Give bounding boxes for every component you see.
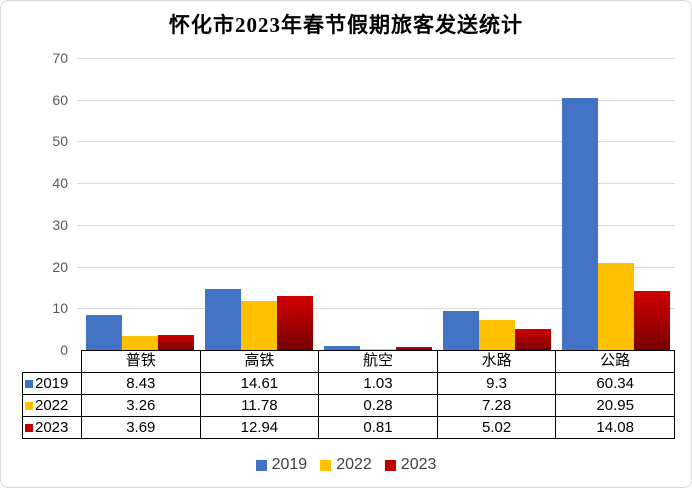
value-cell: 14.08 xyxy=(555,416,675,439)
value-cell: 3.26 xyxy=(81,394,201,417)
value-cell: 0.81 xyxy=(318,416,438,439)
legend-item-2022: 2022 xyxy=(320,456,372,474)
value-cell: 1.03 xyxy=(318,372,438,395)
legend-label: 2019 xyxy=(271,456,308,473)
value-cell: 12.94 xyxy=(199,416,320,439)
bar-2023-category-4 xyxy=(514,329,551,350)
table-row-2023: 2023 3.69 12.94 0.81 5.02 14.08 xyxy=(22,416,675,439)
chart-title: 怀化市2023年春节假期旅客发送统计 xyxy=(169,13,523,37)
bar-2019-category-1 xyxy=(86,314,123,350)
value-cell: 5.02 xyxy=(436,416,557,439)
value-cell: 8.43 xyxy=(81,372,201,395)
gridline xyxy=(77,141,675,142)
series-swatch-icon xyxy=(25,424,33,432)
gridline xyxy=(77,58,675,59)
legend-swatch-icon xyxy=(384,459,396,471)
legend-label: 2022 xyxy=(336,456,372,473)
value-cell: 60.34 xyxy=(555,372,675,395)
y-axis-tick-label: 50 xyxy=(52,133,68,149)
bar-2022-category-5 xyxy=(597,262,634,350)
gridline xyxy=(77,267,675,268)
series-swatch-icon xyxy=(25,380,33,388)
value-cell: 7.28 xyxy=(436,394,557,417)
value-cell: 11.78 xyxy=(199,394,320,417)
y-axis-tick-label: 70 xyxy=(52,50,68,66)
legend-swatch-icon xyxy=(255,459,267,471)
y-axis-tick-label: 40 xyxy=(52,175,68,191)
series-label-cell: 2019 xyxy=(22,372,82,395)
bar-group-2 xyxy=(200,58,319,350)
value-cell: 14.61 xyxy=(199,372,320,395)
bar-2019-category-5 xyxy=(561,98,598,350)
category-header: 公路 xyxy=(555,350,675,373)
y-axis-tick-label: 10 xyxy=(52,300,68,316)
value-cell: 20.95 xyxy=(555,394,675,417)
bar-2019-category-4 xyxy=(442,311,479,350)
data-table: 普铁 高铁 航空 水路 公路 2019 8.43 14.61 1.03 9.3 60.34 2022 3… xyxy=(22,350,675,439)
category-header: 普铁 xyxy=(81,350,201,373)
value-cell: 3.69 xyxy=(81,416,201,439)
table-corner-cell xyxy=(23,351,82,373)
category-header: 高铁 xyxy=(199,350,320,373)
plot-area xyxy=(81,58,675,350)
series-label-cell: 2023 xyxy=(22,416,82,439)
bar-2023-category-2 xyxy=(277,296,314,350)
gridline xyxy=(77,225,675,226)
bar-2022-category-2 xyxy=(241,300,278,350)
value-cell: 0.28 xyxy=(318,394,438,417)
bar-2019-category-3 xyxy=(323,345,360,350)
table-row-2022: 2022 3.26 11.78 0.28 7.28 20.95 xyxy=(22,394,675,417)
table-row-2019: 2019 8.43 14.61 1.03 9.3 60.34 xyxy=(22,372,675,395)
table-header-row: 普铁 高铁 航空 水路 公路 xyxy=(23,350,675,373)
y-axis-tick-label: 20 xyxy=(52,259,68,275)
value-cell: 9.3 xyxy=(436,372,557,395)
bar-2022-category-1 xyxy=(122,336,159,350)
category-header: 水路 xyxy=(436,350,557,373)
category-header: 航空 xyxy=(318,350,438,373)
bar-group-1 xyxy=(81,58,200,350)
y-axis-tick-label: 0 xyxy=(60,342,68,358)
bar-group-3 xyxy=(319,58,438,350)
gridline xyxy=(77,308,675,309)
bar-2023-category-5 xyxy=(633,291,670,350)
legend-item-2023: 2023 xyxy=(384,456,437,474)
series-label-cell: 2022 xyxy=(22,394,82,417)
legend: 2019 2022 2023 xyxy=(1,456,691,474)
y-axis-tick-label: 60 xyxy=(52,92,68,108)
bar-2023-category-3 xyxy=(395,346,432,350)
y-axis-tick-label: 30 xyxy=(52,217,68,233)
bar-2022-category-4 xyxy=(478,319,515,350)
gridline xyxy=(77,183,675,184)
legend-label: 2023 xyxy=(400,456,437,473)
legend-swatch-icon xyxy=(320,459,332,471)
bar-2022-category-3 xyxy=(359,348,396,350)
gridline xyxy=(77,100,675,101)
legend-item-2019: 2019 xyxy=(255,456,308,474)
bar-group-4 xyxy=(437,58,556,350)
bar-group-5 xyxy=(556,58,675,350)
bar-2019-category-2 xyxy=(205,289,242,350)
bar-2023-category-1 xyxy=(158,334,195,350)
series-swatch-icon xyxy=(25,402,33,410)
